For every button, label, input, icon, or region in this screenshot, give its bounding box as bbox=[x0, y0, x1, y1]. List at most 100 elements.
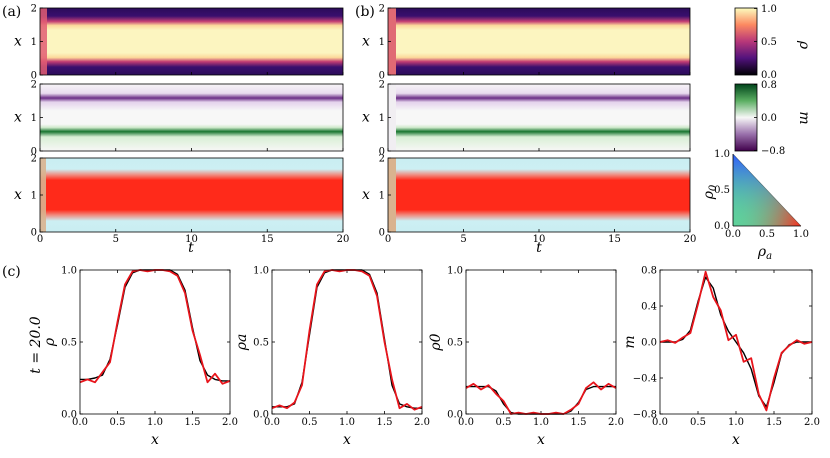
line-plot-3: 0.0 0.5 1.0 1.5 2.0 0.0 0.5 1.0 x ρ0 bbox=[428, 266, 624, 449]
heatmap-ytick-label: 0 bbox=[31, 71, 37, 82]
ytick-label: 0.5 bbox=[61, 338, 77, 349]
colorbar-rho-tick-bottom: 0.0 bbox=[761, 70, 777, 81]
panel-label-c: (c) bbox=[2, 264, 21, 280]
heatmap-composite-stochastic bbox=[39, 157, 344, 233]
line-plot-4: 0.0 0.5 1.0 1.5 2.0 0.8 0.4 0.0 −0.4 −0.8 x m bbox=[622, 266, 820, 449]
ytick-label: 0.0 bbox=[641, 338, 657, 349]
svg-text:ρa: ρa bbox=[757, 244, 772, 262]
ytick-label: 0.0 bbox=[61, 410, 77, 421]
xtick-label: 2.0 bbox=[804, 417, 820, 428]
heatmap-xtick-label: 20 bbox=[337, 234, 350, 245]
series-simulation bbox=[271, 269, 423, 411]
xtick-label: 0.5 bbox=[302, 417, 318, 428]
series-theory bbox=[80, 269, 230, 382]
xtick-label: 1.5 bbox=[766, 417, 782, 428]
plot-frame bbox=[659, 269, 813, 415]
xtick-label: 1.0 bbox=[147, 417, 163, 428]
triangle-xtick-0: 0.0 bbox=[725, 229, 741, 240]
xtick-label: 2.0 bbox=[608, 417, 624, 428]
heatmap-rho-stochastic bbox=[39, 7, 344, 76]
series-theory bbox=[466, 385, 616, 415]
plot-ylabel: ρ0 bbox=[428, 333, 444, 351]
line-plot-2: 0.0 0.5 1.0 1.5 2.0 0.0 0.5 1.0 x ρa bbox=[234, 266, 430, 449]
heatmap-m-deterministic bbox=[387, 83, 691, 152]
line-plot-1: 0.0 0.5 1.0 1.5 2.0 0.0 0.5 1.0 x ρ bbox=[42, 266, 238, 449]
ytick-label: 1.0 bbox=[447, 266, 463, 277]
heatmap-ytick-label: 1 bbox=[379, 37, 385, 48]
svg-text:ρ0: ρ0 bbox=[701, 184, 719, 200]
heatmap-ytick-label: 2 bbox=[31, 4, 37, 15]
heatmap-xtick-label: 20 bbox=[684, 234, 697, 245]
plot-ylabel: m bbox=[622, 335, 638, 348]
heatmap-xtick-label: 15 bbox=[608, 234, 621, 245]
plot-xlabel: x bbox=[732, 432, 740, 448]
colorbar-m-label: m bbox=[796, 111, 812, 124]
colorbar-m-tick-bottom: −0.8 bbox=[761, 146, 785, 157]
triangle-xtick-05: 0.5 bbox=[759, 229, 775, 240]
ytick-label: 1.0 bbox=[61, 266, 77, 277]
triangle-ylabel: ρ0 bbox=[701, 184, 719, 200]
heatmap-xtick-label: 0 bbox=[385, 234, 391, 245]
heatmap-xtick-label: 5 bbox=[113, 234, 119, 245]
triangle-xlabel: ρa bbox=[757, 244, 772, 262]
xtick-label: 0.0 bbox=[458, 417, 474, 428]
heatmap-ytick-label: 0 bbox=[31, 228, 37, 239]
heatmap-xtick-label: 0 bbox=[37, 234, 43, 245]
heatmap-xtick-label: 15 bbox=[261, 234, 274, 245]
colorbar-rho-label: ρ bbox=[796, 40, 812, 50]
heatmap-ytick-label: 1 bbox=[31, 37, 37, 48]
heatmap-ylabel: x bbox=[14, 187, 22, 203]
line-plots: 0.0 0.5 1.0 1.5 2.0 0.0 0.5 1.0 x ρ 0.0 0.5 1.0 1.5 2.… bbox=[42, 266, 820, 449]
xtick-label: 0.5 bbox=[110, 417, 126, 428]
heatmap-ylabel: x bbox=[14, 34, 22, 50]
xtick-label: 1.5 bbox=[185, 417, 201, 428]
heatmap-xlabel-left: t bbox=[188, 240, 194, 256]
ytick-label: 0.5 bbox=[253, 338, 269, 349]
xtick-label: 0.5 bbox=[496, 417, 512, 428]
series-simulation bbox=[79, 269, 231, 385]
heatmap-ylabel: x bbox=[362, 110, 370, 126]
heatmap-ytick-label: 0 bbox=[379, 71, 385, 82]
plot-frame bbox=[271, 269, 423, 415]
heatmap-ytick-label: 1 bbox=[31, 113, 37, 124]
heatmap-ytick-label: 1 bbox=[379, 113, 385, 124]
xtick-label: 0.5 bbox=[690, 417, 706, 428]
plot-xlabel: x bbox=[151, 432, 159, 448]
heatmap-rho-deterministic bbox=[387, 7, 691, 76]
panel-label-b: (b) bbox=[355, 4, 375, 20]
plot-xlabel: x bbox=[343, 432, 351, 448]
triangle-ytick-1: 1.0 bbox=[714, 149, 730, 160]
xtick-label: 0.0 bbox=[652, 417, 668, 428]
heatmap-ytick-label: 0 bbox=[379, 228, 385, 239]
heatmap-ytick-label: 2 bbox=[379, 4, 385, 15]
panel-label-a: (a) bbox=[2, 4, 21, 20]
xtick-label: 1.5 bbox=[571, 417, 587, 428]
xtick-label: 2.0 bbox=[222, 417, 238, 428]
heatmap-xtick-label: 10 bbox=[185, 234, 198, 245]
heatmap-ytick-label: 1 bbox=[31, 191, 37, 202]
heatmap-ytick-label: 2 bbox=[31, 80, 37, 91]
heatmap-ylabel: x bbox=[362, 34, 370, 50]
colorbar-m-tick-mid: 0.0 bbox=[761, 113, 777, 124]
colorbar-rho: 1.0 0.5 0.0 ρ bbox=[734, 4, 812, 81]
xtick-label: 1.5 bbox=[377, 417, 393, 428]
heatmap-composite-deterministic bbox=[387, 157, 691, 233]
heatmap-ylabel: x bbox=[362, 187, 370, 203]
heatmap-xlabel-right: t bbox=[536, 240, 542, 256]
series-theory bbox=[272, 269, 422, 409]
xtick-label: 1.0 bbox=[533, 417, 549, 428]
plot-xlabel: x bbox=[537, 432, 545, 448]
xtick-label: 0.0 bbox=[264, 417, 280, 428]
colorbar-rho-tick-mid: 0.5 bbox=[761, 37, 777, 48]
xtick-label: 1.0 bbox=[339, 417, 355, 428]
heatmap-ytick-label: 2 bbox=[379, 80, 385, 91]
xtick-label: 0.0 bbox=[72, 417, 88, 428]
row-label: t = 20.0 bbox=[28, 316, 44, 374]
ytick-label: 0.5 bbox=[447, 338, 463, 349]
heatmap-ytick-label: 2 bbox=[379, 154, 385, 165]
colorbar-m: 0.8 0.0 −0.8 m bbox=[734, 80, 812, 157]
series-simulation bbox=[659, 270, 813, 412]
colorbar-triangle: 1.0 0.5 0.0 0.0 0.5 1.0 ρa ρ0 bbox=[701, 149, 809, 262]
ytick-label: −0.4 bbox=[633, 374, 657, 385]
